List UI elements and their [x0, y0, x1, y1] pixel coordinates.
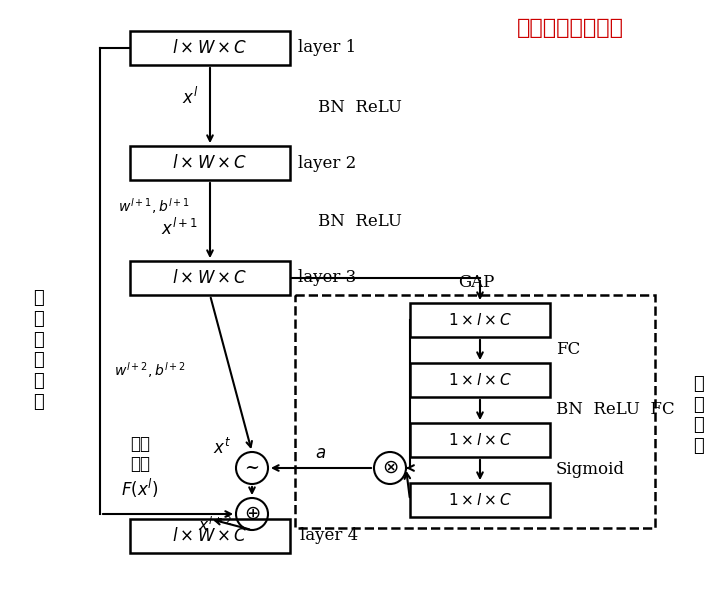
Text: BN  ReLU  FC: BN ReLU FC: [556, 402, 675, 418]
Text: 阈
值
学
习: 阈 值 学 习: [693, 375, 704, 455]
Text: layer 2: layer 2: [298, 154, 356, 172]
Bar: [410, 423, 550, 457]
Text: $w^{l+2},b^{l+2}$: $w^{l+2},b^{l+2}$: [114, 360, 186, 380]
Text: $l\times W\times C$: $l\times W\times C$: [172, 527, 248, 545]
Text: $x^t$: $x^t$: [213, 438, 231, 458]
Text: $l\times W\times C$: $l\times W\times C$: [172, 39, 248, 57]
Text: Sigmoid: Sigmoid: [556, 461, 625, 479]
Text: FC: FC: [556, 342, 580, 359]
Text: $x^{l+1}$: $x^{l+1}$: [161, 218, 198, 239]
Text: $1\times l\times C$: $1\times l\times C$: [448, 492, 512, 508]
Text: layer 3: layer 3: [298, 269, 356, 287]
Text: $\oplus$: $\oplus$: [244, 505, 260, 523]
Bar: [410, 363, 550, 397]
Text: $l\times W\times C$: $l\times W\times C$: [172, 269, 248, 287]
Text: $w^{l+1},b^{l+1}$: $w^{l+1},b^{l+1}$: [118, 197, 190, 216]
Text: $x^l$: $x^l$: [182, 87, 198, 108]
Text: BN  ReLU: BN ReLU: [318, 213, 402, 231]
Text: layer 1: layer 1: [298, 39, 356, 57]
Text: 软阈
值化
$F(x^l)$: 软阈 值化 $F(x^l)$: [121, 436, 158, 500]
Text: layer 4: layer 4: [300, 527, 358, 545]
Text: $\otimes$: $\otimes$: [382, 459, 398, 477]
Bar: [130, 261, 290, 295]
Bar: [130, 146, 290, 180]
Text: $l\times W\times C$: $l\times W\times C$: [172, 154, 248, 172]
Text: $1\times l\times C$: $1\times l\times C$: [448, 372, 512, 388]
Bar: [295, 295, 655, 528]
Bar: [130, 31, 290, 65]
Text: 跨
层
恒
等
路
径: 跨 层 恒 等 路 径: [33, 289, 44, 411]
Text: GAP: GAP: [458, 274, 494, 291]
Bar: [410, 483, 550, 517]
Text: 深度残差收缩网络: 深度残差收缩网络: [516, 18, 624, 38]
Text: BN  ReLU: BN ReLU: [318, 100, 402, 116]
Text: $1\times l\times C$: $1\times l\times C$: [448, 312, 512, 328]
Text: $x^{l+2}$: $x^{l+2}$: [198, 515, 232, 534]
Text: $a$: $a$: [316, 445, 326, 462]
Text: ~: ~: [244, 459, 260, 477]
Bar: [130, 519, 290, 553]
Bar: [410, 303, 550, 337]
Text: $1\times l\times C$: $1\times l\times C$: [448, 432, 512, 448]
